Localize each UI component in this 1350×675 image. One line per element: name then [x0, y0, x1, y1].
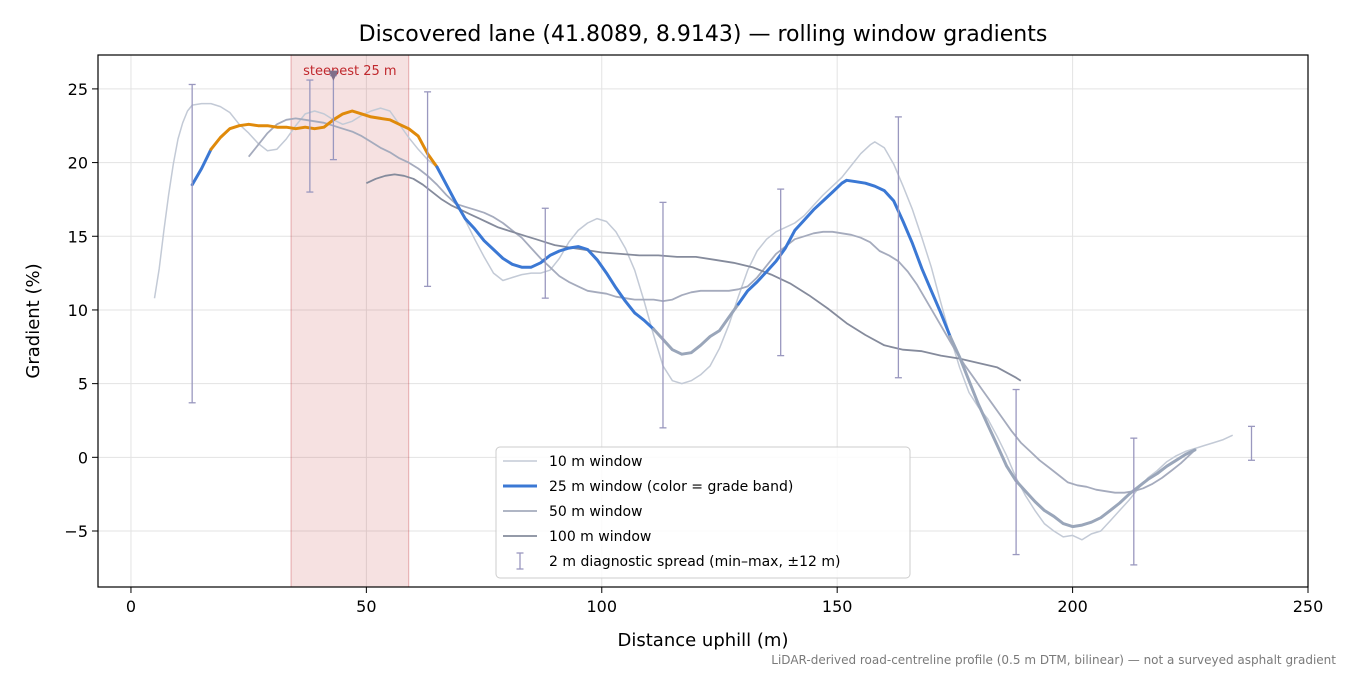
series-25m-segment: [190, 147, 213, 187]
series-50m-line: [247, 117, 1196, 494]
y-tick-label: 25: [68, 80, 88, 99]
series-25m-segment: [736, 178, 952, 338]
y-tick-label: 15: [68, 227, 88, 246]
legend-label: 10 m window: [549, 454, 642, 470]
x-tick-label: 0: [126, 597, 136, 616]
series-25m-segment: [209, 109, 439, 169]
tick-layer: 0 50 100 150 200 250 −5 0 5 10 15 20 25: [64, 80, 1323, 616]
x-tick-label: 250: [1293, 597, 1324, 616]
series-layer: [153, 102, 1234, 541]
legend-label: 25 m window (color = grade band): [549, 479, 793, 495]
steepest-marker: [328, 70, 339, 81]
footnote: LiDAR-derived road-centreline profile (0…: [771, 653, 1336, 667]
steepest-window-band: [290, 54, 410, 588]
y-tick-label: 0: [78, 448, 88, 467]
x-tick-label: 200: [1057, 597, 1088, 616]
legend-label: 100 m window: [549, 529, 651, 545]
series-25m-segment: [948, 335, 1197, 529]
x-axis-label: Distance uphill (m): [618, 630, 789, 651]
y-tick-label: −5: [64, 522, 88, 541]
y-tick-label: 5: [78, 375, 88, 394]
series-10m-line: [153, 102, 1234, 541]
series-100m-line: [366, 173, 1022, 382]
chart-title: Discovered lane (41.8089, 8.9143) — roll…: [359, 22, 1048, 47]
y-tick-label: 10: [68, 301, 88, 320]
y-axis-label: Gradient (%): [23, 263, 44, 378]
y-tick-label: 20: [68, 154, 88, 173]
marker-layer: [328, 70, 339, 81]
x-tick-label: 150: [822, 597, 853, 616]
legend-frame: [495, 446, 911, 579]
x-tick-label: 50: [356, 597, 376, 616]
highlight-layer: steepest 25 m: [290, 54, 410, 588]
grid-layer: [98, 55, 1309, 587]
legend: 10 m window 25 m window (color = grade ba…: [495, 446, 911, 579]
legend-label: 50 m window: [549, 504, 642, 520]
plot-frame: [97, 54, 1309, 588]
legend-entries: 10 m window 25 m window (color = grade ba…: [503, 454, 840, 570]
series-25m-segment: [652, 302, 740, 356]
legend-label: 2 m diagnostic spread (min–max, ±12 m): [549, 554, 840, 570]
steepest-window-label: steepest 25 m: [303, 64, 396, 79]
spread-layer: [188, 74, 1256, 566]
plot-area: steepest 25 m 0 50 100 150 200 250 −5 0 5 10 15 20 2…: [64, 54, 1323, 616]
x-tick-label: 100: [587, 597, 618, 616]
